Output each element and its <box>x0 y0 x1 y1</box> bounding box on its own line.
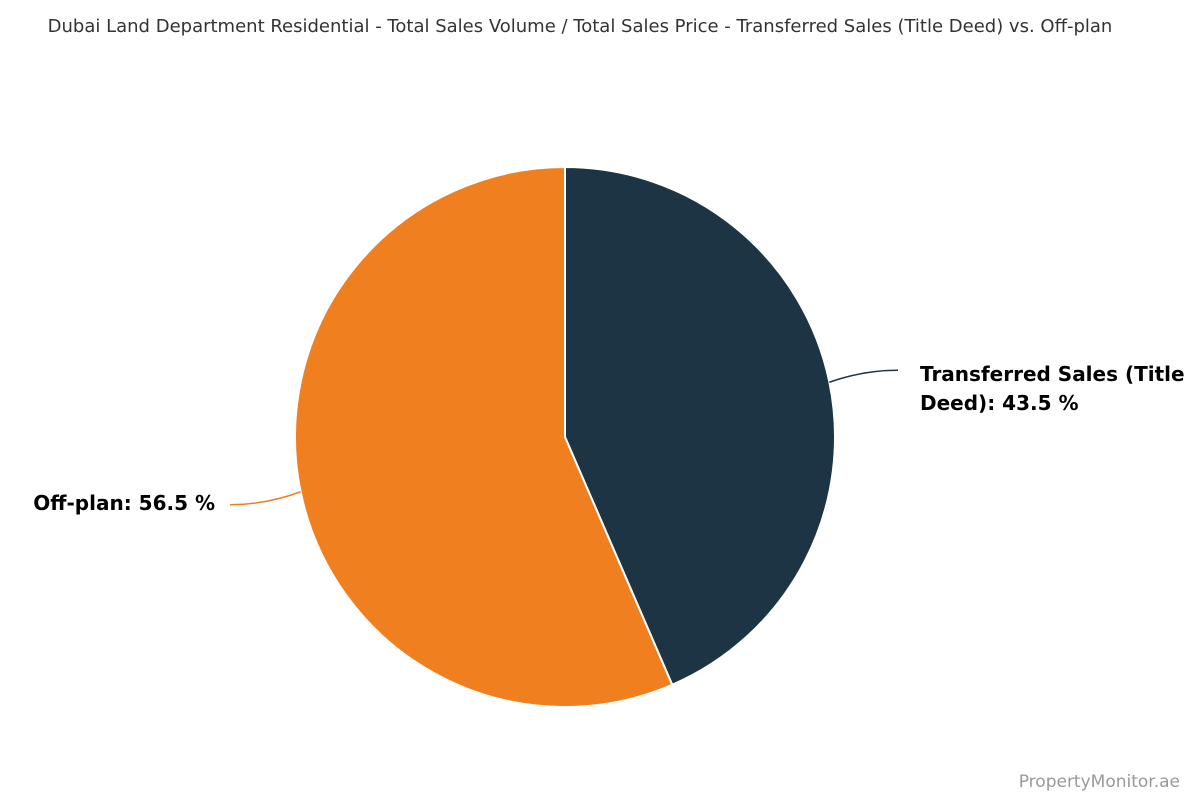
chart-title: Dubai Land Department Residential - Tota… <box>47 16 1113 37</box>
data-label: Off-plan: 56.5 % <box>33 490 215 515</box>
leader-line <box>229 491 301 506</box>
source-credit[interactable]: PropertyMonitor.ae <box>1018 772 1180 792</box>
leader-line <box>829 369 899 383</box>
data-label: Transferred Sales (Title Deed): 43.5 % <box>920 362 1185 416</box>
pie-slice <box>294 165 674 708</box>
